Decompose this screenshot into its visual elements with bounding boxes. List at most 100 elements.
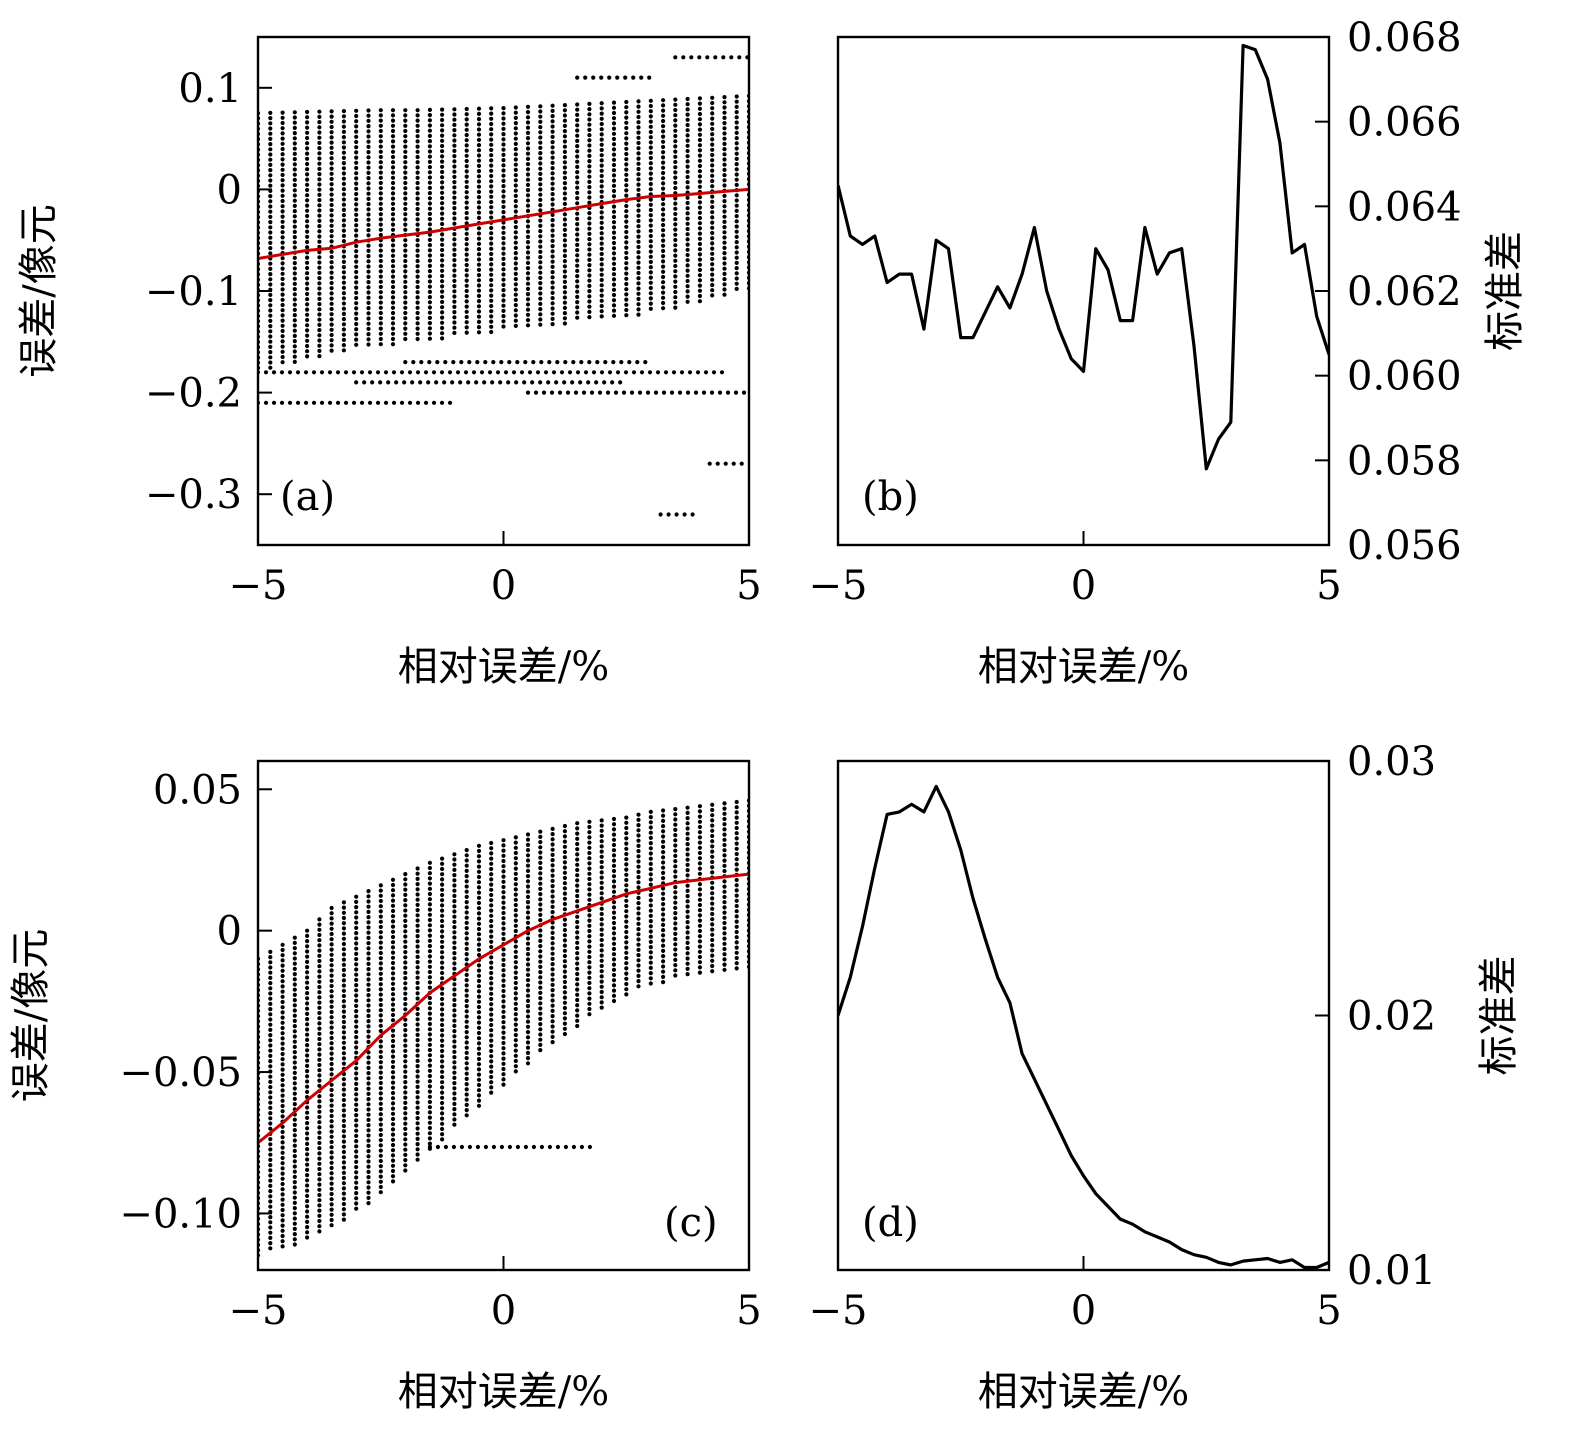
scatter-point xyxy=(415,928,420,934)
scatter-point xyxy=(685,143,690,148)
scatter-point xyxy=(280,1140,285,1145)
scatter-point xyxy=(280,1083,285,1088)
scatter-point xyxy=(390,882,396,888)
scatter-point xyxy=(661,855,666,860)
scatter-point xyxy=(427,907,432,912)
scatter-point xyxy=(501,173,506,178)
scatter-point xyxy=(501,262,506,267)
scatter-point xyxy=(562,907,568,912)
outlier-point xyxy=(447,370,453,375)
scatter-point xyxy=(427,1079,432,1084)
scatter-point xyxy=(685,164,690,169)
scatter-point xyxy=(697,179,703,184)
scatter-point xyxy=(292,188,297,193)
scatter-point xyxy=(354,1050,359,1055)
scatter-point xyxy=(403,1168,408,1173)
scatter-point xyxy=(587,273,592,278)
scatter-point xyxy=(525,946,531,952)
scatter-point xyxy=(464,117,469,122)
scatter-point xyxy=(513,1006,518,1012)
scatter-point xyxy=(415,986,420,991)
scatter-point xyxy=(268,292,273,297)
scatter-point xyxy=(378,1044,383,1049)
scatter-point xyxy=(329,275,334,280)
scatter-point xyxy=(538,975,543,980)
scatter-point xyxy=(317,1229,322,1234)
scatter-point xyxy=(280,1218,285,1223)
scatter-point xyxy=(354,327,359,332)
scatter-point xyxy=(427,933,432,938)
scatter-point xyxy=(378,1101,383,1106)
scatter-point xyxy=(280,146,285,152)
scatter-point xyxy=(697,830,703,835)
scatter-point xyxy=(489,293,494,298)
scatter-point xyxy=(648,924,653,929)
scatter-point xyxy=(513,1064,518,1069)
scatter-point xyxy=(685,154,690,159)
scatter-point xyxy=(280,1239,285,1244)
scatter-point xyxy=(734,177,739,182)
scatter-point xyxy=(280,334,285,339)
scatter-point xyxy=(292,349,297,354)
scatter-point xyxy=(476,293,482,298)
scatter-point xyxy=(575,149,580,154)
scatter-point xyxy=(501,142,506,147)
scatter-point xyxy=(427,902,432,907)
scatter-point xyxy=(538,970,543,975)
scatter-point xyxy=(403,1022,408,1027)
scatter-point xyxy=(501,230,506,235)
scatter-point xyxy=(427,107,432,112)
scatter-point xyxy=(317,260,322,265)
scatter-point xyxy=(427,1053,432,1058)
scatter-point xyxy=(734,198,739,203)
scatter-point xyxy=(292,1096,297,1101)
scatter-point xyxy=(611,292,617,298)
scatter-point xyxy=(354,275,359,280)
outlier-point xyxy=(474,380,479,385)
outlier-point xyxy=(721,55,726,60)
scatter-point xyxy=(390,1075,396,1080)
scatter-point xyxy=(710,241,715,246)
scatter-point xyxy=(390,134,396,139)
scatter-point xyxy=(440,320,445,325)
scatter-point xyxy=(464,304,469,309)
scatter-point xyxy=(661,202,666,207)
scatter-point xyxy=(280,141,285,146)
scatter-point xyxy=(673,180,678,185)
scatter-point xyxy=(501,1035,506,1040)
scatter-point xyxy=(415,1100,420,1105)
scatter-point xyxy=(378,1184,383,1190)
outlier-point xyxy=(621,390,627,395)
scatter-point xyxy=(305,970,310,975)
scatter-point xyxy=(452,1075,457,1080)
scatter-point xyxy=(562,1000,568,1005)
scatter-point xyxy=(673,926,678,931)
scatter-point xyxy=(305,255,310,260)
scatter-point xyxy=(550,155,555,160)
scatter-point xyxy=(525,188,531,193)
scatter-point xyxy=(366,1086,371,1091)
scatter-point xyxy=(427,321,432,326)
scatter-point xyxy=(697,871,703,876)
outlier-point xyxy=(415,370,421,375)
scatter-point xyxy=(390,971,396,976)
scatter-point xyxy=(661,974,666,980)
scatter-point xyxy=(292,240,297,245)
scatter-point xyxy=(697,928,703,934)
scatter-point xyxy=(268,121,273,126)
scatter-point xyxy=(624,229,629,235)
scatter-point xyxy=(685,966,690,972)
scatter-point xyxy=(292,209,297,214)
scatter-point xyxy=(366,961,371,967)
scatter-point xyxy=(403,321,408,326)
scatter-point xyxy=(624,157,629,162)
scatter-point xyxy=(317,208,322,213)
scatter-point xyxy=(489,851,494,856)
scatter-point xyxy=(648,280,653,285)
scatter-point xyxy=(661,160,666,165)
scatter-point xyxy=(587,190,592,195)
scatter-point xyxy=(697,252,703,257)
scatter-point xyxy=(599,891,604,896)
scatter-point xyxy=(317,218,322,223)
scatter-point xyxy=(440,1007,445,1012)
